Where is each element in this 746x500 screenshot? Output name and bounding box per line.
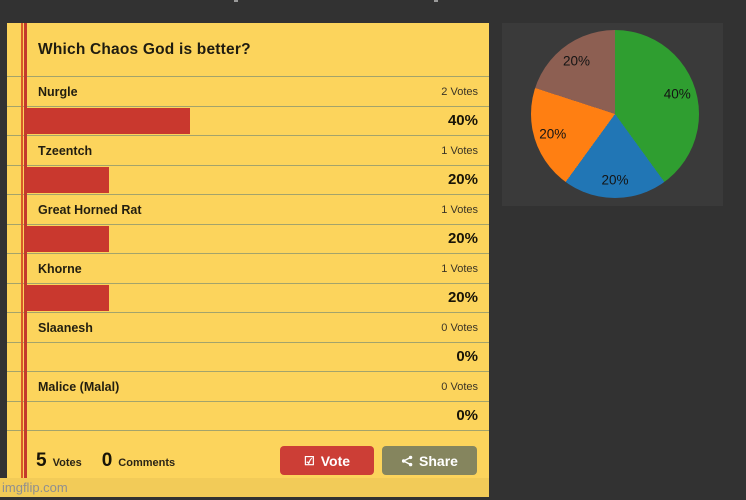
share-button[interactable]: Share [382,446,477,475]
poll-option: Great Horned Rat 1 Votes 20% [7,195,489,254]
option-percent: 0% [456,407,478,424]
notebook-margin-line-outer [21,23,23,497]
option-votes-count: 0 Votes [441,380,478,393]
poll-card: Which Chaos God is better? Nurgle 2 Vote… [7,23,489,478]
watermark-strip: imgflip.com [0,478,489,497]
poll-title-row: Which Chaos God is better? [7,23,489,77]
option-label-row: Great Horned Rat 1 Votes [7,195,489,225]
share-button-label: Share [419,452,458,469]
pie-slice-label: 20% [539,126,567,142]
poll-option: Tzeentch 1 Votes 20% [7,136,489,195]
poll-footer: 5 Votes 0 Comments ☑ Vote Share [7,431,489,478]
vote-button[interactable]: ☑ Vote [280,446,374,475]
option-result-bar [27,285,109,311]
votes-count-label: Votes [52,456,82,469]
option-result-bar [27,226,109,252]
option-label: Nurgle [38,84,78,99]
option-bar-row: 0% [7,343,489,372]
cropped-text-artifact [434,0,438,2]
option-bar-row: 0% [7,402,489,431]
option-label: Tzeentch [38,143,93,158]
option-percent: 20% [447,171,478,188]
poll-option: Malice (Malal) 0 Votes 0% [7,372,489,431]
pie-slice-label: 20% [601,172,629,187]
votes-count: 5 [36,449,47,471]
poll-option: Nurgle 2 Votes 40% [7,77,489,136]
option-bar-row: 40% [7,107,489,136]
cropped-text-artifact [234,0,238,2]
option-percent: 20% [447,230,478,247]
pie-slice-label: 20% [562,53,591,69]
pie-slice-label: 40% [663,86,691,102]
notebook-margin-line-inner [23,23,27,497]
option-votes-count: 1 Votes [441,262,478,275]
poll-options-list: Nurgle 2 Votes 40% Tzeentch 1 Votes 20% … [7,77,489,431]
poll-option: Slaanesh 0 Votes 0% [7,313,489,372]
option-label-row: Slaanesh 0 Votes [7,313,489,343]
option-votes-count: 2 Votes [441,85,478,98]
option-result-bar [27,108,191,134]
option-bar-row: 20% [7,225,489,254]
option-label-row: Khorne 1 Votes [7,254,489,284]
option-result-bar [27,167,109,193]
pie-chart-panel: 40% 20% 20% 20% [502,23,723,206]
poll-stats: 5 Votes 0 Comments [36,450,189,472]
option-percent: 20% [447,289,478,306]
option-label: Great Horned Rat [38,202,142,217]
poll-option: Khorne 1 Votes 20% [7,254,489,313]
option-votes-count: 1 Votes [441,144,478,157]
comments-count: 0 [101,449,113,471]
option-bar-row: 20% [7,166,489,195]
watermark-text: imgflip.com [2,480,68,495]
option-percent: 40% [447,112,478,129]
poll-title: Which Chaos God is better? [38,40,251,58]
option-percent: 0% [456,348,478,365]
option-label: Khorne [38,261,82,276]
option-label-row: Tzeentch 1 Votes [7,136,489,166]
vote-button-label: Vote [320,452,351,469]
poll-buttons: ☑ Vote Share [280,446,477,475]
option-votes-count: 0 Votes [441,321,478,334]
ballot-check-icon: ☑ [303,453,315,468]
pie-chart [531,30,699,198]
comments-count-label: Comments [118,456,176,469]
option-label: Malice (Malal) [38,379,120,394]
option-votes-count: 1 Votes [441,203,478,216]
option-label: Slaanesh [38,320,93,335]
option-label-row: Malice (Malal) 0 Votes [7,372,489,402]
option-label-row: Nurgle 2 Votes [7,77,489,107]
option-bar-row: 20% [7,284,489,313]
share-icon [401,455,413,466]
